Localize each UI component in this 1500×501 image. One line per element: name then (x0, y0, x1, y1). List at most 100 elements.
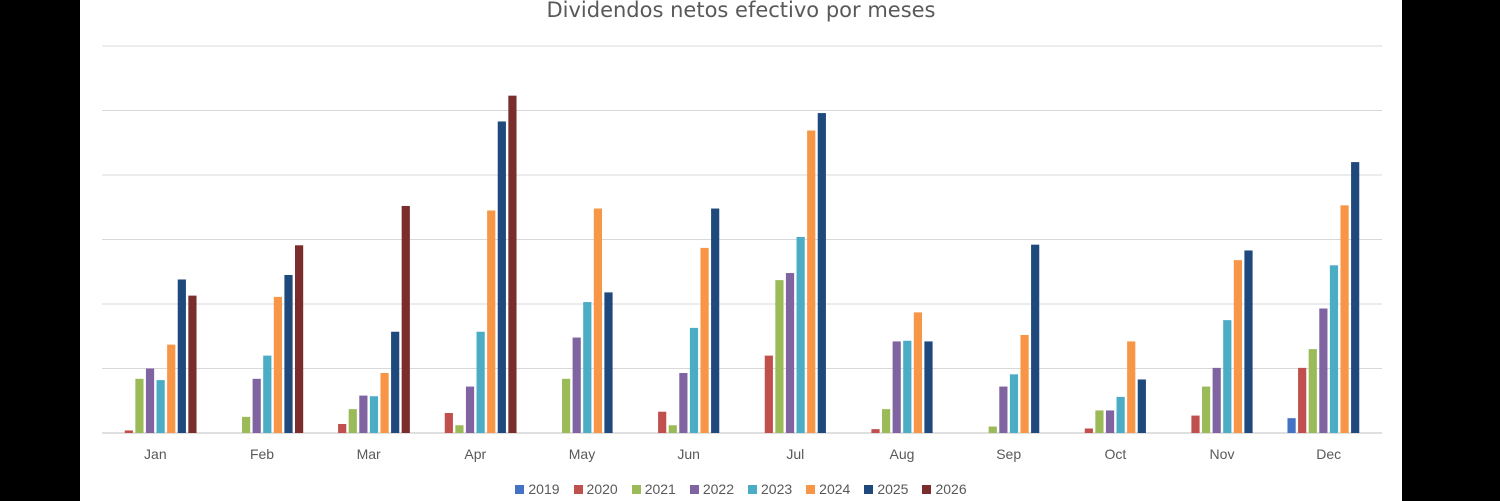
bar-2024-oct (1127, 341, 1136, 433)
x-tick-label: Oct (1104, 446, 1126, 462)
bar-2023-sep (1009, 374, 1019, 433)
legend-swatch (515, 484, 525, 494)
bar-2023-nov (1223, 320, 1232, 434)
legend-swatch (864, 484, 874, 494)
legend-label: 2021 (644, 481, 676, 497)
bar-2022-sep (999, 386, 1008, 433)
bar-2021-may (562, 378, 571, 433)
bar-2020-aug (871, 429, 880, 433)
x-tick-label: Jan (144, 446, 167, 462)
bar-2025-jul (817, 113, 826, 433)
bar-2024-nov (1233, 260, 1242, 433)
bar-2025-sep (1031, 244, 1040, 433)
bar-2019-dec (1287, 418, 1296, 433)
x-tick-label: Feb (250, 446, 274, 462)
bar-2021-feb (242, 416, 251, 434)
bar-2020-apr (444, 413, 453, 433)
legend-swatch (689, 484, 699, 494)
legend-item-2019: 2019 (515, 481, 560, 497)
bar-2022-jun (679, 373, 688, 433)
legend-label: 2020 (586, 481, 618, 497)
bar-2021-jun (668, 425, 677, 433)
legend-swatch (631, 484, 641, 494)
legend-item-2021: 2021 (631, 481, 676, 497)
bar-2025-oct (1137, 379, 1146, 433)
bar-2020-oct (1084, 428, 1093, 433)
bar-2021-jan (135, 378, 144, 433)
bar-2020-dec (1298, 367, 1307, 433)
bar-2023-mar (369, 396, 379, 433)
legend-label: 2023 (761, 481, 793, 497)
legend-swatch (806, 484, 816, 494)
bar-2021-sep (988, 426, 997, 433)
legend-item-2020: 2020 (573, 481, 618, 497)
bar-2022-oct (1105, 410, 1115, 433)
bar-2022-may (572, 337, 581, 433)
bar-2023-dec (1329, 265, 1339, 433)
chart-title: Dividendos netos efectivo por meses (546, 0, 936, 22)
legend: 2019 2020 2021 2022 2023 2024 2025 2026 (80, 481, 1402, 497)
bar-2021-aug (882, 409, 891, 433)
bar-2024-mar (380, 373, 389, 433)
bar-2021-jul (775, 280, 784, 433)
bar-2022-dec (1319, 308, 1328, 433)
bar-2023-jan (156, 380, 165, 433)
legend-item-2022: 2022 (689, 481, 734, 497)
bar-2025-nov (1244, 250, 1253, 433)
bar-2020-jan (124, 430, 133, 433)
legend-swatch (748, 484, 757, 494)
bar-2020-mar (338, 423, 347, 433)
bar-2024-jul (807, 130, 816, 434)
bar-2024-may (593, 208, 602, 433)
legend-label: 2022 (702, 481, 734, 497)
x-tick-label: Aug (890, 446, 915, 462)
x-tick-label: Sep (996, 446, 1021, 462)
bar-2021-nov (1202, 386, 1211, 433)
legend-label: 2026 (935, 481, 967, 497)
bar-2022-nov (1212, 367, 1221, 433)
chart-panel: Dividendos netos efectivo por meses Jan F… (80, 0, 1402, 501)
legend-item-2024: 2024 (806, 481, 850, 497)
legend-item-2025: 2025 (864, 481, 908, 497)
bar-2024-sep (1020, 334, 1029, 433)
bar-2021-dec (1308, 349, 1317, 433)
legend-item-2026: 2026 (922, 481, 967, 497)
bar-2024-dec (1340, 205, 1349, 433)
bar-2021-oct (1095, 410, 1104, 433)
bar-2023-aug (903, 340, 912, 433)
bar-2022-mar (359, 395, 368, 433)
bar-2024-apr (487, 210, 496, 433)
x-tick-label: Apr (464, 446, 486, 462)
bar-2023-jun (689, 327, 699, 433)
legend-swatch (573, 484, 583, 494)
bar-2022-jul (785, 273, 795, 433)
plot-area: Jan Feb Mar Apr May Jun Jul Aug Sep Oct Nov Dec (102, 45, 1382, 462)
bar-2025-feb (284, 274, 293, 433)
bar-2025-may (604, 292, 613, 433)
bar-2026-apr (508, 95, 517, 433)
bar-2026-mar (401, 205, 410, 433)
bar-2021-apr (455, 425, 464, 433)
bar-2020-jun (658, 411, 667, 433)
legend-swatch (922, 484, 932, 494)
bar-2025-apr (497, 121, 506, 434)
bar-2023-jul (796, 236, 805, 433)
bar-2025-jan (177, 279, 186, 433)
bar-2022-apr (465, 386, 475, 433)
bar-2024-jun (700, 247, 709, 433)
legend-label: 2019 (528, 481, 560, 497)
bar-2025-aug (924, 341, 933, 433)
x-tick-label: Nov (1210, 446, 1235, 462)
bar-2024-aug (913, 312, 922, 433)
x-tick-label: Jun (677, 446, 700, 462)
bar-2026-jan (188, 295, 197, 433)
bar-2023-oct (1116, 396, 1125, 433)
x-tick-label: Jul (786, 446, 804, 462)
bar-2025-mar (391, 331, 400, 433)
bar-2020-nov (1191, 415, 1200, 433)
bar-2022-feb (252, 378, 261, 433)
bar-2022-jan (145, 368, 155, 433)
x-tick-label: Mar (357, 446, 381, 462)
bar-2020-jul (764, 355, 773, 433)
legend-label: 2024 (819, 481, 851, 497)
